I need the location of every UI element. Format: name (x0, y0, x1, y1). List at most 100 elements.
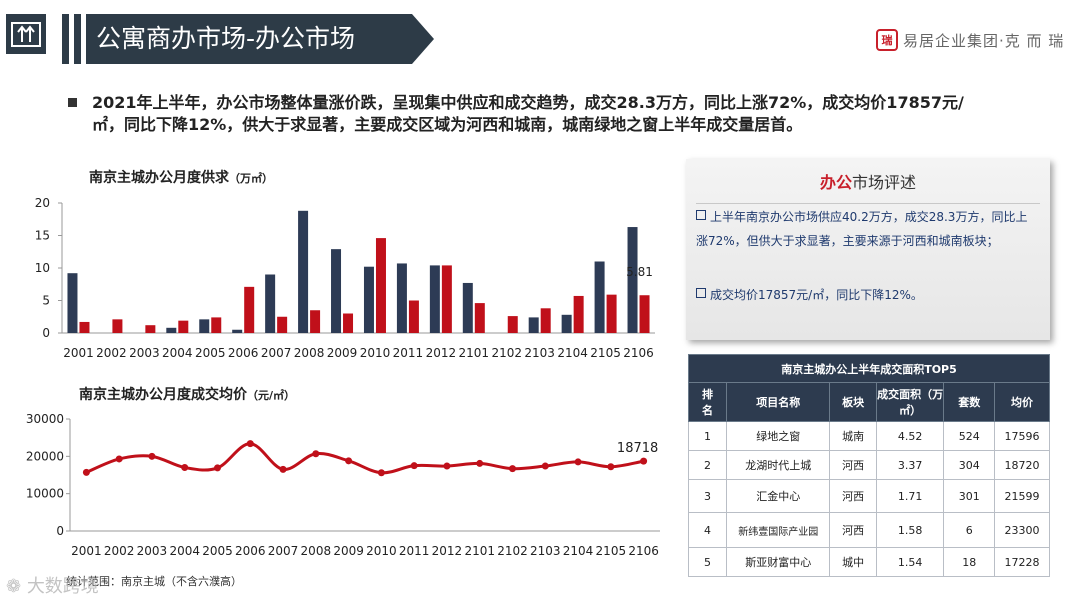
x-tick-label: 2005 (195, 346, 226, 360)
x-tick-label: 2011 (393, 346, 424, 360)
price-point (345, 457, 353, 465)
price-point (246, 440, 254, 448)
brand-name: 易居企业集团·克 而 瑞 (903, 31, 1065, 50)
col-header-units: 套数 (943, 382, 996, 422)
x-tick-label: 2104 (563, 544, 594, 558)
summary-bullet-icon (68, 98, 77, 107)
cell-project: 斯亚财富中心 (725, 547, 831, 577)
bar-deal (507, 316, 518, 333)
bar-deal (540, 308, 551, 333)
x-tick-label: 2007 (268, 544, 299, 558)
cell-rank: 2 (688, 450, 727, 480)
price-point (377, 469, 385, 477)
supply-chart-title-text: 南京主城办公月度供求 (89, 170, 229, 186)
cell-area: 1.54 (875, 547, 945, 577)
watermark: ❁ 大数跨境 (6, 576, 99, 597)
x-tick-label: 2103 (524, 346, 555, 360)
average-price-line-chart: 0 10000 20000 30000 2001 2002 2003 2004 2005 2006… (26, 412, 660, 558)
bar-supply (67, 273, 78, 333)
bar-deal (343, 313, 354, 333)
col-header-price: 均价 (994, 382, 1050, 422)
price-point (115, 455, 123, 463)
price-point (312, 450, 320, 458)
x-tick-label: 2001 (63, 346, 94, 360)
header-divider-bar (74, 14, 81, 64)
cell-rank: 4 (688, 512, 727, 548)
bar-deal (145, 325, 156, 333)
x-tick-label: 2006 (235, 544, 266, 558)
bar-supply (265, 274, 276, 333)
x-tick-label: 2101 (464, 544, 495, 558)
col-header-project: 项目名称 (725, 382, 831, 422)
x-tick-label: 2009 (327, 346, 358, 360)
price-chart-title: 南京主城办公月度成交均价（元/㎡） (79, 384, 295, 404)
price-point (148, 452, 156, 460)
x-tick-label: 2010 (366, 544, 397, 558)
x-tick-label: 2004 (162, 346, 193, 360)
price-point (214, 464, 221, 472)
bar-deal (211, 317, 222, 333)
panel-title-highlight: 办公 (819, 173, 852, 192)
bar-supply (594, 261, 605, 333)
x-tick-label: 2004 (169, 544, 200, 558)
bar-deal (79, 321, 90, 333)
x-tick-label: 2101 (459, 346, 490, 360)
cell-district: 城南 (829, 421, 877, 451)
header-title-banner (86, 14, 434, 64)
cell-district: 河西 (829, 450, 877, 480)
supply-demand-bar-chart: 0 5 10 15 20 2001 2002 2003 2004 2005 2006 2007 2008… (35, 196, 655, 360)
price-point (476, 459, 484, 467)
price-point (82, 468, 90, 476)
col-header-area: 成交面积（万㎡） (875, 382, 945, 422)
bar-supply (627, 227, 638, 333)
checkbox-bullet-icon (696, 288, 706, 298)
y-tick-label: 10000 (26, 487, 64, 501)
y-tick-label: 0 (42, 326, 50, 340)
col-header-district: 板块 (829, 382, 877, 422)
cell-units: 18 (943, 547, 996, 577)
brand-seal-icon: 瑞 (876, 29, 898, 51)
table-row: 2 龙湖时代上城 河西 3.37 304 18720 (688, 450, 1050, 480)
bar-supply (331, 249, 342, 333)
cell-district: 河西 (829, 479, 877, 513)
price-point (607, 463, 615, 471)
x-tick-label: 2007 (261, 346, 292, 360)
table-caption: 南京主城办公上半年成交面积TOP5 (688, 354, 1050, 383)
y-tick-label: 20000 (26, 449, 64, 463)
table-row: 4 新纬壹国际产业园 河西 1.58 6 23300 (688, 512, 1050, 548)
x-tick-label: 2008 (294, 346, 325, 360)
table-row: 3 汇金中心 河西 1.71 301 21599 (688, 479, 1050, 513)
x-tick-label: 2003 (129, 346, 160, 360)
x-tick-label: 2105 (590, 346, 621, 360)
cell-project: 龙湖时代上城 (725, 450, 831, 480)
x-tick-label: 2009 (333, 544, 364, 558)
table-row: 1 绿地之窗 城南 4.52 524 17596 (688, 421, 1050, 451)
y-tick-label: 10 (35, 261, 50, 275)
page-title: 公寓商办市场-办公市场 (96, 24, 356, 53)
cell-units: 301 (943, 479, 996, 513)
bar-deal (112, 319, 123, 333)
data-label: 18718 (617, 441, 658, 456)
x-tick-label: 2005 (202, 544, 233, 558)
cell-area: 1.71 (875, 479, 945, 513)
bar-supply (298, 210, 309, 333)
cell-price: 17596 (994, 421, 1050, 451)
price-point (443, 462, 451, 470)
x-tick-label: 2106 (628, 544, 659, 558)
cell-price: 17228 (994, 547, 1050, 577)
bar-deal (573, 295, 584, 333)
y-tick-label: 20 (35, 196, 50, 210)
x-tick-label: 2106 (623, 346, 654, 360)
x-tick-label: 2104 (557, 346, 588, 360)
x-tick-label: 2102 (491, 346, 522, 360)
bar-deal (310, 310, 321, 333)
cell-area: 4.52 (875, 421, 945, 451)
x-tick-label: 2010 (360, 346, 391, 360)
cell-units: 6 (943, 512, 996, 548)
price-line (85, 442, 644, 475)
bar-deal (474, 303, 485, 333)
bar-supply (528, 317, 539, 333)
data-label: 5.81 (626, 265, 653, 279)
cell-units: 304 (943, 450, 996, 480)
bar-supply (462, 282, 473, 333)
